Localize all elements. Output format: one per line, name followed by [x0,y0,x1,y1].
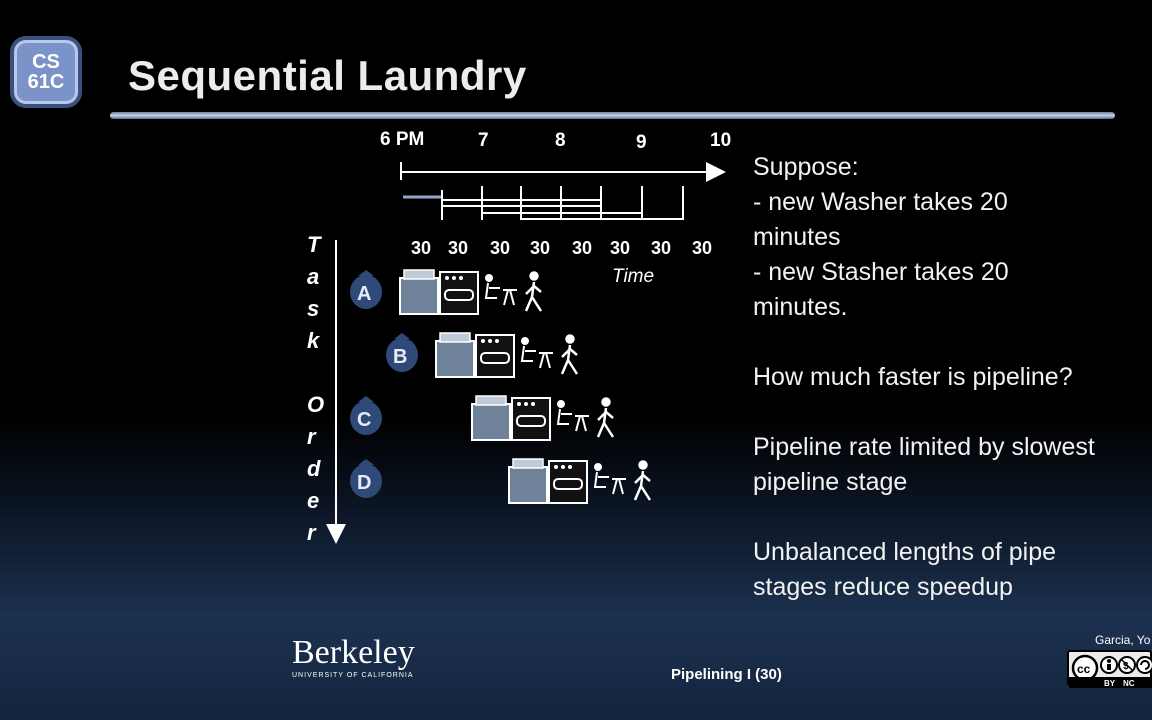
stage-grid [403,186,684,220]
bullet-gap [753,395,1148,430]
svg-text:$: $ [1123,661,1129,672]
license-nc-text: NC [1123,679,1135,688]
walking-person-icon [633,460,652,501]
by-icon [1100,656,1118,674]
dryer-icon [548,460,588,504]
task-row: B [386,332,579,378]
svg-text:d: d [307,456,321,481]
bullet-line: Unbalanced lengths of pipe [753,538,1057,566]
bullet-line: Suppose: [753,153,859,181]
duration-label: 30 [448,238,468,258]
task-letter: C [357,409,371,431]
task-row: A [350,269,543,315]
duration-label: 30 [530,238,550,258]
laundry-bag-icon [350,464,382,498]
svg-text:T: T [307,232,322,257]
slide-title: Sequential Laundry [128,52,527,99]
duration-label: 30 [610,238,630,258]
washer-icon [508,458,548,504]
slide-footer: Pipelining I (30) [671,666,782,683]
bullet-line: pipeline stage [753,468,908,496]
hour-label: 9 [636,132,647,153]
bullet-line: minutes [753,223,841,251]
svg-text:k: k [307,328,321,353]
laundry-bag-icon [350,275,382,309]
svg-text:s: s [307,296,319,321]
hour-label: 10 [710,130,731,151]
task-letter: D [357,472,371,494]
washer-icon [471,395,511,441]
university-subtitle: UNIVERSITY OF CALIFORNIA [292,672,414,679]
bullet-line: stages reduce speedup [753,573,1013,601]
bullet-line: - new Washer takes 20 [753,188,1008,216]
time-axis [400,162,726,182]
walking-person-icon [560,334,579,375]
walking-person-icon [596,397,615,438]
task-letter: B [393,346,407,368]
folder-person-icon [484,274,517,306]
dryer-icon [439,271,479,315]
svg-text:e: e [307,488,319,513]
nc-icon: $ [1118,656,1136,674]
author-credit: Garcia, Yo [1095,633,1151,647]
sa-icon [1136,656,1152,674]
folder-person-icon [556,400,589,432]
duration-label: 30 [411,238,431,258]
bullet-list: Suppose: - new Washer takes 20 minutes -… [753,150,1148,605]
svg-text:cc: cc [1077,662,1091,676]
cc-icon: cc [1071,654,1099,682]
hour-label: 7 [478,130,489,151]
duration-label: 30 [651,238,671,258]
logo-line2: 61C [27,71,65,93]
cs61c-logo: CS 61C [14,40,78,104]
svg-text:r: r [307,424,317,449]
dryer-icon [475,334,515,378]
hour-label: 8 [555,130,566,151]
duration-label: 30 [692,238,712,258]
washer-icon [399,269,439,315]
bullet-line: How much faster is pipeline? [753,363,1073,391]
bullet-line: Pipeline rate limited by slowest [753,433,1095,461]
laundry-bag-icon [350,401,382,435]
bullet-line: - new Stasher takes 20 [753,258,1009,286]
title-rule [110,112,1115,119]
task-order-label: T a s k O r d e r [307,232,324,545]
bullet-line: minutes. [753,293,848,321]
svg-text:a: a [307,264,319,289]
university-name: Berkeley [292,634,415,671]
svg-text:r: r [307,520,317,545]
time-axis-label: Time [612,266,654,287]
hour-label: 6 PM [380,129,424,150]
bullet-gap [753,500,1148,535]
laundry-bag-icon [386,338,418,372]
bullet-gap [753,325,1148,360]
berkeley-logo: Berkeley UNIVERSITY OF CALIFORNIA [292,634,415,680]
duration-label: 30 [572,238,592,258]
cc-license-badge: cc $ BY NC [1067,650,1152,688]
washer-icon [435,332,475,378]
duration-label: 30 [490,238,510,258]
license-by-text: BY [1104,679,1116,688]
task-letter: A [357,283,371,305]
dryer-icon [511,397,551,441]
logo-line1: CS [32,51,60,73]
task-row: C [350,395,615,441]
folder-person-icon [520,337,553,369]
svg-text:O: O [307,392,324,417]
walking-person-icon [524,271,543,312]
task-row: D [350,458,652,504]
folder-person-icon [593,463,626,495]
